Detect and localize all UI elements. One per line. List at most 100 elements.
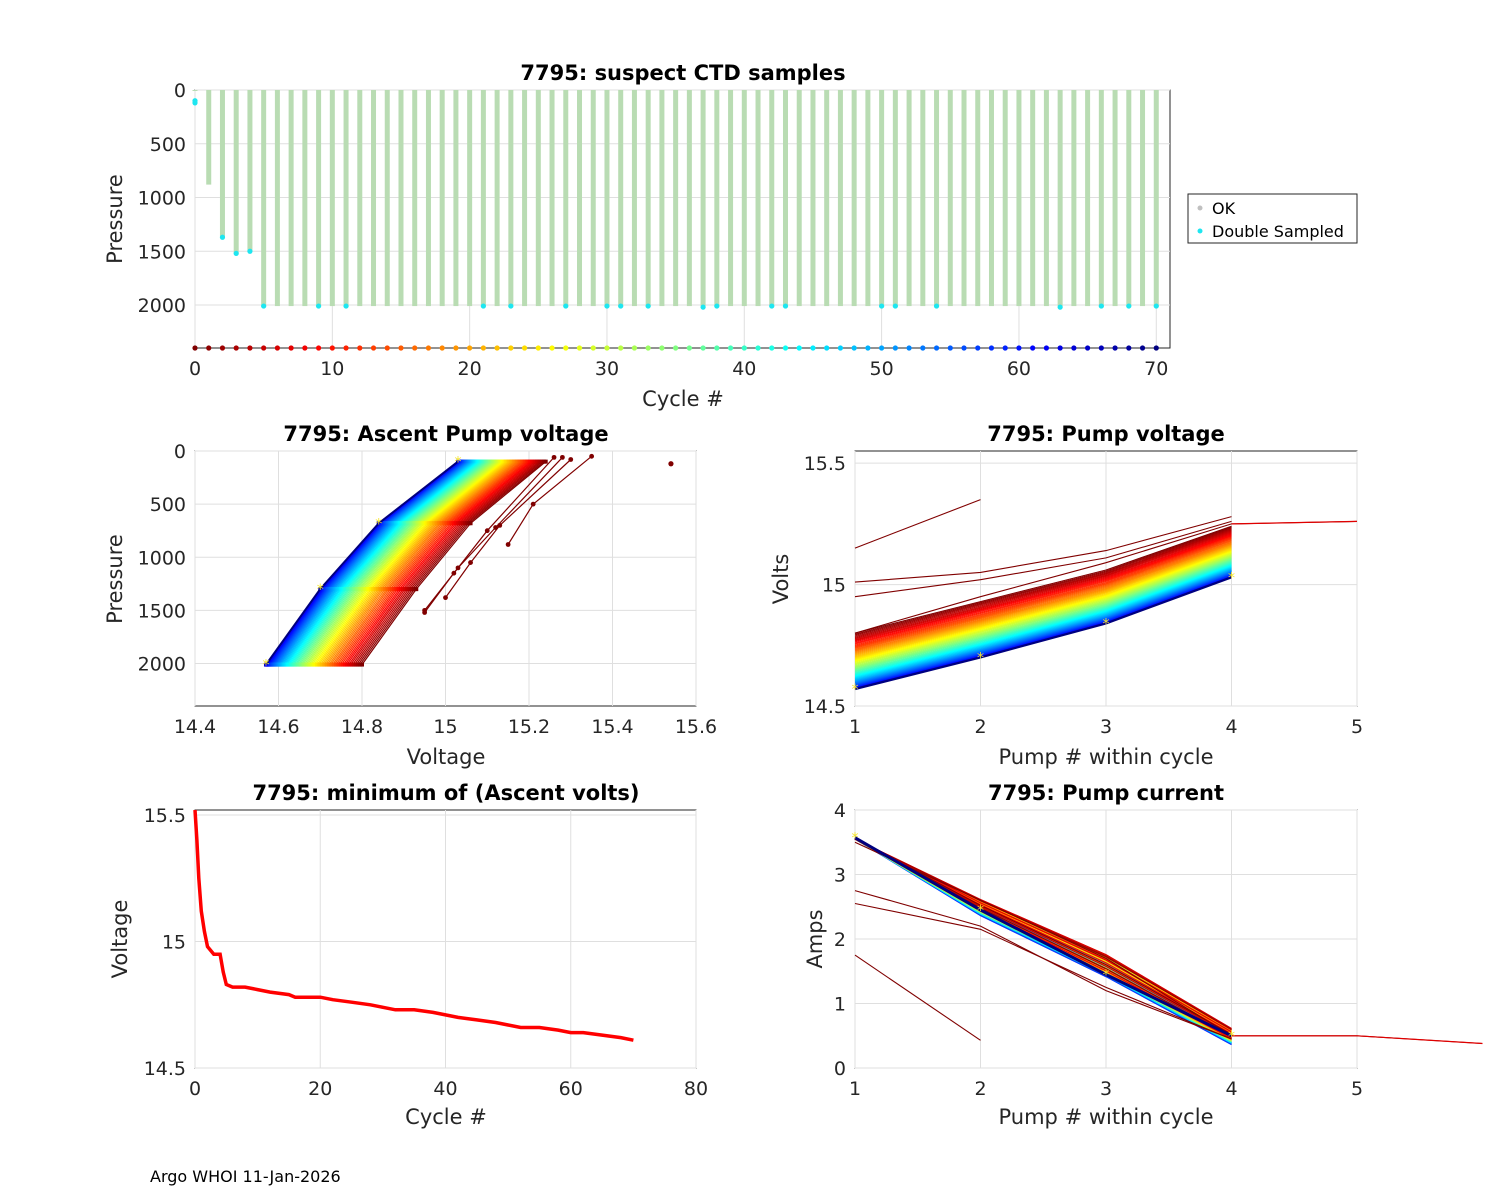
pumpv-ylabel: Volts [769, 554, 793, 605]
ctd-cycle-marker [700, 345, 706, 351]
ctd-cycle-marker [467, 345, 473, 351]
minv-ytick-label: 14.5 [144, 1058, 186, 1080]
ctd-cycle-marker [357, 345, 363, 351]
ctd-cycle-marker [673, 345, 679, 351]
pumpv-series-line [854, 571, 1232, 684]
minv-panel: 7795: minimum of (Ascent volts) 0 20 40 60 8… [108, 781, 708, 1129]
ctd-xtick-label: 60 [1007, 358, 1031, 380]
ascent-point [468, 521, 473, 526]
minv-ytick-label: 15.5 [144, 805, 186, 827]
ascent-early-point [505, 542, 511, 547]
pumpv-series: * * * * [852, 499, 1358, 698]
ctd-cycle-marker [727, 345, 734, 351]
ctd-profile-bar [508, 90, 514, 307]
ascent-series-line [350, 461, 536, 665]
ascent-first-marker: * [262, 658, 269, 674]
ctd-profile-bar [357, 90, 363, 307]
pumpv-odd-tail [1231, 520, 1358, 525]
ctd-panel: 7795: suspect CTD samples 0 10 20 30 40 50 60 7… [103, 61, 1358, 411]
minv-series-line [193, 809, 634, 1042]
pumpi-title: 7795: Pump current [988, 781, 1224, 805]
pumpi-odd-line [854, 954, 981, 1041]
ascent-series-line [346, 461, 533, 665]
pumpv-series-line [854, 537, 1232, 647]
pumpv-title: 7795: Pump voltage [987, 422, 1225, 446]
ascent-series-line [361, 461, 547, 665]
ctd-cycle-marker [947, 345, 953, 351]
pumpi-first-line [854, 836, 1233, 1038]
pumpi-ytick-label: 4 [834, 800, 846, 822]
pumpv-first-line [854, 576, 1232, 691]
ctd-cycle-marker [563, 345, 569, 351]
ctd-profile-bar [851, 90, 857, 307]
ctd-ylabel: Pressure [103, 174, 127, 264]
ascent-xlabel: Voltage [407, 745, 486, 769]
ascent-point [360, 662, 364, 667]
pumpv-xtick-label: 1 [849, 716, 861, 738]
pumpv-ticks: 1 2 3 4 5 14.5 15 15.5 [804, 453, 1363, 738]
pumpi-xtick-label: 1 [849, 1078, 861, 1100]
minv-ytick-label: 15 [162, 932, 186, 954]
pumpv-series-line [854, 534, 1232, 644]
ctd-profile-bar [906, 90, 912, 307]
ascent-xtick-label: 14.4 [174, 716, 216, 738]
pumpv-series-line [854, 555, 1232, 667]
pumpv-series-line [854, 570, 1232, 683]
ctd-profile-bar [1085, 90, 1091, 307]
ctd-cycle-marker [920, 345, 926, 351]
ctd-cycle-marker [494, 345, 500, 351]
pumpv-series-line [854, 572, 1232, 685]
ctd-profile-bar [549, 90, 555, 307]
ctd-profile-bar [577, 90, 583, 307]
ctd-cycle-marker [302, 345, 308, 351]
ctd-profile-bar [1057, 90, 1063, 307]
ctd-profile-bar [714, 90, 720, 307]
pumpv-series-line [854, 562, 1232, 674]
pumpv-series-line [854, 557, 1232, 669]
ascent-series-line [276, 461, 469, 665]
pumpv-series-line [854, 548, 1232, 659]
ctd-cycle-marker [1016, 345, 1022, 351]
pumpv-series-line [854, 566, 1232, 679]
ascent-series-line [325, 461, 513, 665]
ctd-double-sampled-point [343, 303, 349, 309]
ctd-cycle-marker [1139, 345, 1146, 351]
ctd-xtick-label: 70 [1144, 358, 1168, 380]
ctd-profile-bar [219, 90, 225, 239]
ascent-early-point [560, 454, 565, 460]
ctd-cycle-marker [796, 345, 802, 351]
pumpi-series-line [854, 838, 1232, 1044]
ctd-profile-bar [618, 90, 624, 307]
ctd-cycle-marker [398, 345, 404, 351]
ctd-cycle-marker [219, 345, 226, 351]
pumpi-xtick-label: 2 [974, 1078, 986, 1100]
pumpv-ytick-label: 15.5 [804, 453, 846, 475]
ctd-cycle-marker [315, 345, 322, 351]
ascent-series-line [291, 461, 483, 665]
ascent-series-line [316, 461, 506, 665]
ctd-ytick-label: 2000 [138, 295, 186, 317]
ctd-double-sampled-point [782, 303, 789, 309]
minv-xtick-label: 40 [433, 1078, 457, 1100]
ascent-series-line [311, 461, 501, 665]
pumpv-series-line [854, 532, 1232, 642]
ascent-title: 7795: Ascent Pump voltage [283, 422, 608, 446]
ascent-series-line [314, 461, 504, 665]
ctd-cycle-marker [261, 345, 267, 351]
ctd-cycle-marker [370, 345, 377, 351]
pumpv-series-line [854, 562, 1232, 675]
ctd-cycle-marker [961, 345, 967, 351]
ascent-early-line [424, 456, 555, 613]
legend-ok-marker [1197, 205, 1203, 211]
pumpv-series-line [854, 546, 1232, 657]
ctd-cycle-marker [782, 345, 789, 351]
ascent-series-line [333, 461, 521, 665]
minv-grid [194, 810, 697, 1069]
ascent-series-line [330, 461, 518, 665]
ascent-xtick-label: 14.8 [341, 716, 383, 738]
ctd-double-sampled-point [233, 250, 239, 256]
ctd-cycle-marker [1126, 345, 1132, 351]
pumpv-xtick-label: 4 [1225, 716, 1237, 738]
minv-ylabel: Voltage [108, 900, 132, 979]
minv-series [193, 809, 634, 1042]
